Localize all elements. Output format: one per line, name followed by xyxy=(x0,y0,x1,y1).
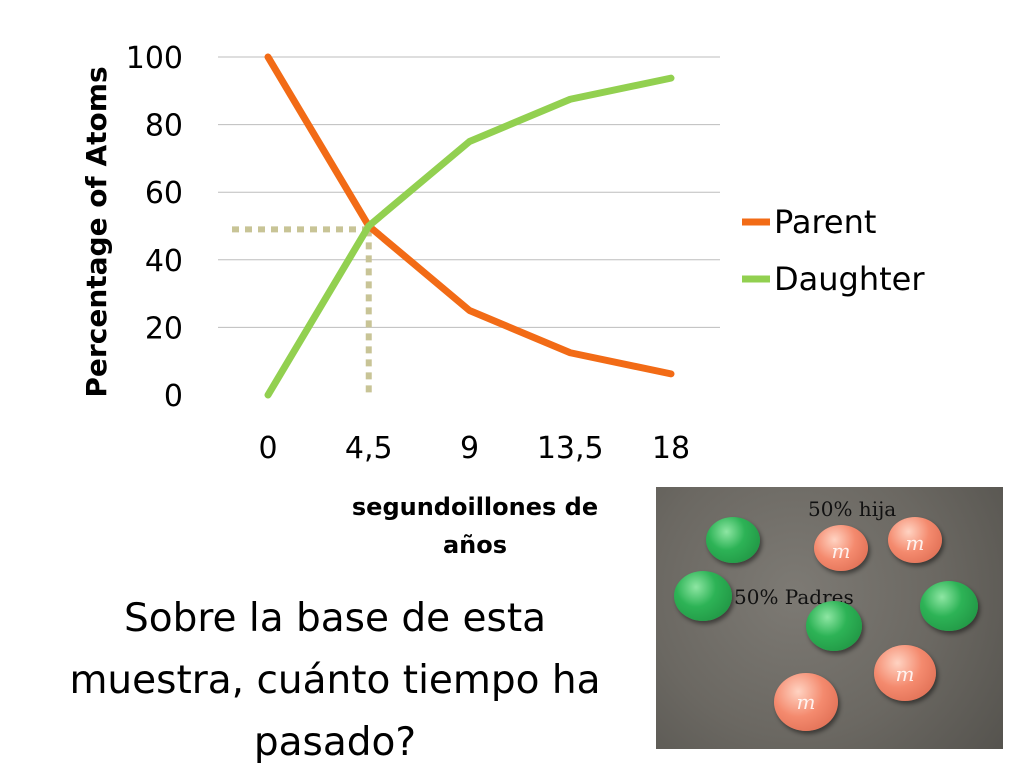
y-axis-label: Percentage of Atoms xyxy=(80,66,113,397)
x-axis-label-line-1: segundoillones de xyxy=(351,493,599,521)
daughter-label: 50% hija xyxy=(808,497,897,521)
series-line-daughter xyxy=(264,74,675,399)
orange-candy: m xyxy=(874,645,936,701)
orange-candy: m xyxy=(774,673,838,731)
green-candy xyxy=(706,517,760,563)
orange-candy: m xyxy=(888,517,942,563)
x-tick-labels: 0 4,5 9 13,5 18 xyxy=(258,431,690,466)
question-text: Sobre la base de esta muestra, cuánto ti… xyxy=(40,588,630,774)
candy-m-mark: m xyxy=(796,690,816,715)
question-line-3: pasado? xyxy=(253,720,417,765)
y-tick-label: 40 xyxy=(145,244,183,279)
legend-label-daughter: Daughter xyxy=(774,260,925,298)
green-candy xyxy=(806,601,862,651)
x-axis-label: segundoillones de años xyxy=(330,488,620,564)
candy-m-mark: m xyxy=(831,538,851,563)
x-tick-label: 4,5 xyxy=(345,431,393,466)
question-line-2: muestra, cuánto tiempo ha xyxy=(69,658,601,703)
green-candy xyxy=(920,581,978,631)
y-tick-label: 80 xyxy=(145,109,183,144)
candy-m-mark: m xyxy=(895,661,915,686)
x-tick-label: 9 xyxy=(460,431,479,466)
series-line-parent xyxy=(264,53,675,378)
y-tick-label: 20 xyxy=(145,311,183,346)
green-candy xyxy=(674,571,732,621)
reference-dotted-lines xyxy=(232,226,372,395)
candy-m-mark: m xyxy=(905,530,925,555)
y-tick-labels: 0 20 40 60 80 100 xyxy=(126,41,183,414)
orange-candy: m xyxy=(814,525,868,571)
x-tick-label: 0 xyxy=(258,431,277,466)
y-tick-label: 60 xyxy=(145,176,183,211)
chart-gridlines xyxy=(218,56,720,328)
candy-sample-photo: 50% hija 50% Padres m m m m xyxy=(656,487,1003,749)
x-tick-label: 18 xyxy=(652,431,690,466)
chart-legend: Parent Daughter xyxy=(742,203,925,298)
x-tick-label: 13,5 xyxy=(537,431,604,466)
y-tick-label: 100 xyxy=(126,41,183,76)
x-axis-label-line-2: años xyxy=(442,531,508,559)
question-line-1: Sobre la base de esta xyxy=(123,596,547,641)
y-tick-label: 0 xyxy=(164,379,183,414)
chart-series xyxy=(264,53,675,399)
legend-label-parent: Parent xyxy=(774,203,876,241)
